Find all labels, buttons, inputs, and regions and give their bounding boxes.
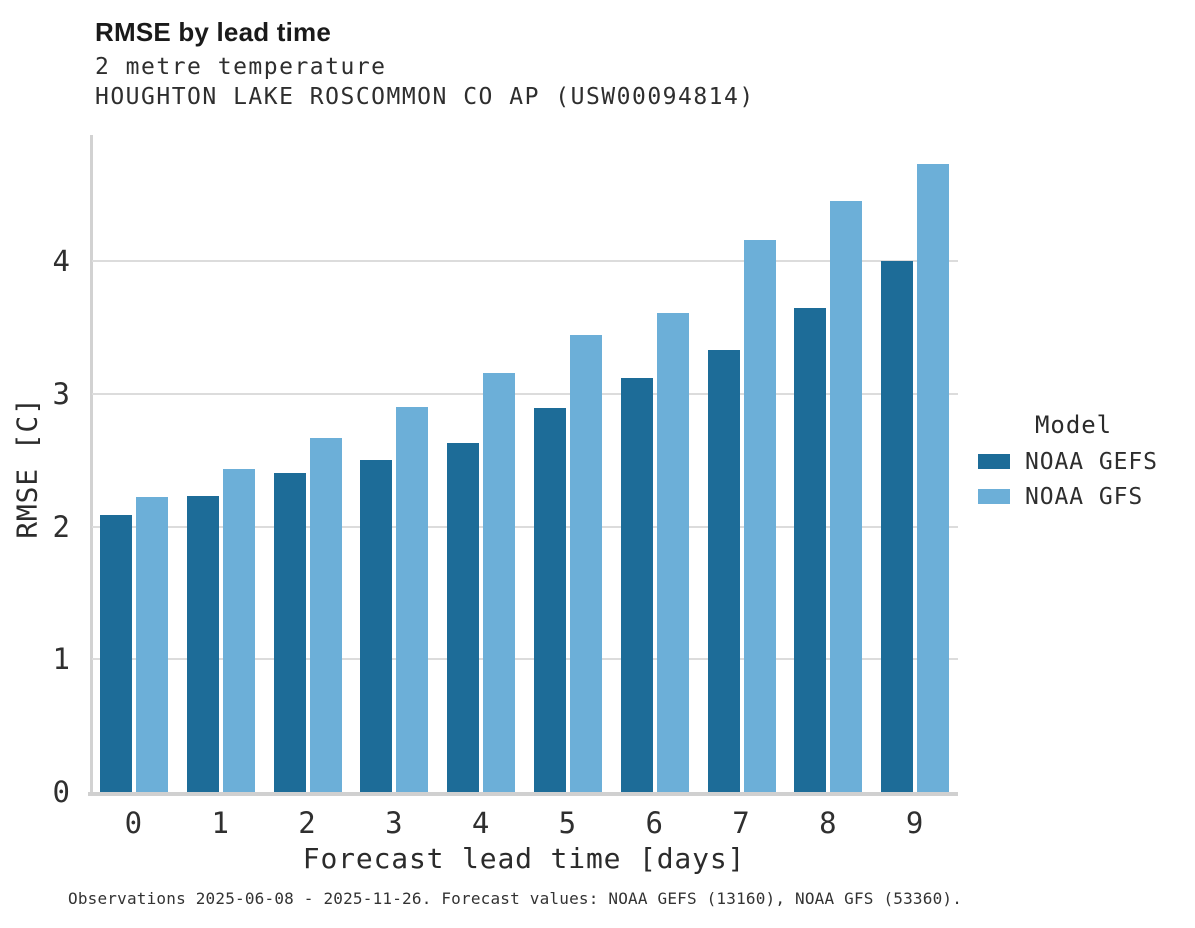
gridline-y-4 [92,260,958,263]
gridline-y-3 [92,392,958,395]
figure-caption: Observations 2025-06-08 - 2025-11-26. Fo… [68,889,963,908]
x-tick-label-0: 0 [124,806,143,840]
bar-noaa-gefs-lead-3 [360,460,393,792]
bar-noaa-gfs-lead-6 [656,313,689,792]
bar-noaa-gefs-lead-8 [794,308,827,792]
bar-noaa-gfs-lead-3 [396,407,429,792]
bar-noaa-gefs-lead-1 [186,496,219,792]
legend-swatch-noaa-gefs-icon [978,454,1010,469]
legend-swatch-noaa-gfs-icon [978,489,1010,504]
legend-item-noaa-gfs: NOAA GFS [978,483,1193,510]
x-tick-label-3: 3 [385,806,403,840]
plot-area: Forecast lead time [days] 0 1 2 3 4 0 1 2 3 4 5 6 7 8… [53,135,958,875]
y-tick-label-0: 0 [52,775,70,809]
chart-title: RMSE by lead time [95,17,332,47]
x-axis-title: Forecast lead time [days] [302,842,746,875]
bar-noaa-gefs-lead-6 [620,378,653,792]
bar-noaa-gfs-lead-8 [830,201,863,792]
y-tick-label-2: 2 [52,509,70,544]
y-tick-label-3: 3 [52,376,70,411]
x-tick-label-8: 8 [819,806,837,840]
bar-noaa-gefs-lead-7 [707,350,740,792]
legend-title: Model [1035,411,1113,439]
bar-noaa-gefs-lead-2 [273,473,306,792]
bar-noaa-gefs-lead-5 [534,408,566,792]
y-axis-spine [90,135,93,796]
x-tick-label-7: 7 [732,806,750,840]
bar-noaa-gfs-lead-1 [222,469,255,792]
bar-noaa-gfs-lead-0 [136,497,168,792]
bar-noaa-gfs-lead-4 [483,373,516,792]
x-tick-label-5: 5 [558,806,577,840]
y-tick-label-1: 1 [52,642,70,677]
chart-subtitle: 2 metre temperature [95,54,387,80]
bar-noaa-gefs-lead-4 [447,443,480,792]
gridline-y-2 [92,525,958,528]
x-tick-label-4: 4 [471,806,490,840]
legend-label-noaa-gfs: NOAA GFS [1025,483,1144,510]
legend-item-noaa-gefs: NOAA GEFS [978,448,1193,475]
x-tick-label-9: 9 [905,806,924,840]
legend: Model NOAA GEFS NOAA GFS [978,410,1193,520]
bar-noaa-gfs-lead-2 [309,438,342,792]
legend-items: NOAA GEFS NOAA GFS [978,448,1193,510]
chart-station-line: HOUGHTON LAKE ROSCOMMON CO AP (USW000948… [95,84,755,110]
x-tick-label-6: 6 [645,806,663,840]
x-axis-baseline [88,792,958,796]
legend-label-noaa-gefs: NOAA GEFS [1025,448,1158,475]
bar-noaa-gfs-lead-7 [743,240,776,792]
x-tick-label-2: 2 [298,806,316,840]
x-tick-label-1: 1 [211,806,229,840]
gridline-y-1 [92,658,958,661]
bar-noaa-gefs-lead-0 [100,515,132,792]
bar-noaa-gfs-lead-5 [570,335,602,792]
y-tick-label-4: 4 [52,244,70,279]
bar-noaa-gfs-lead-9 [917,164,950,792]
bar-noaa-gefs-lead-9 [881,261,914,792]
